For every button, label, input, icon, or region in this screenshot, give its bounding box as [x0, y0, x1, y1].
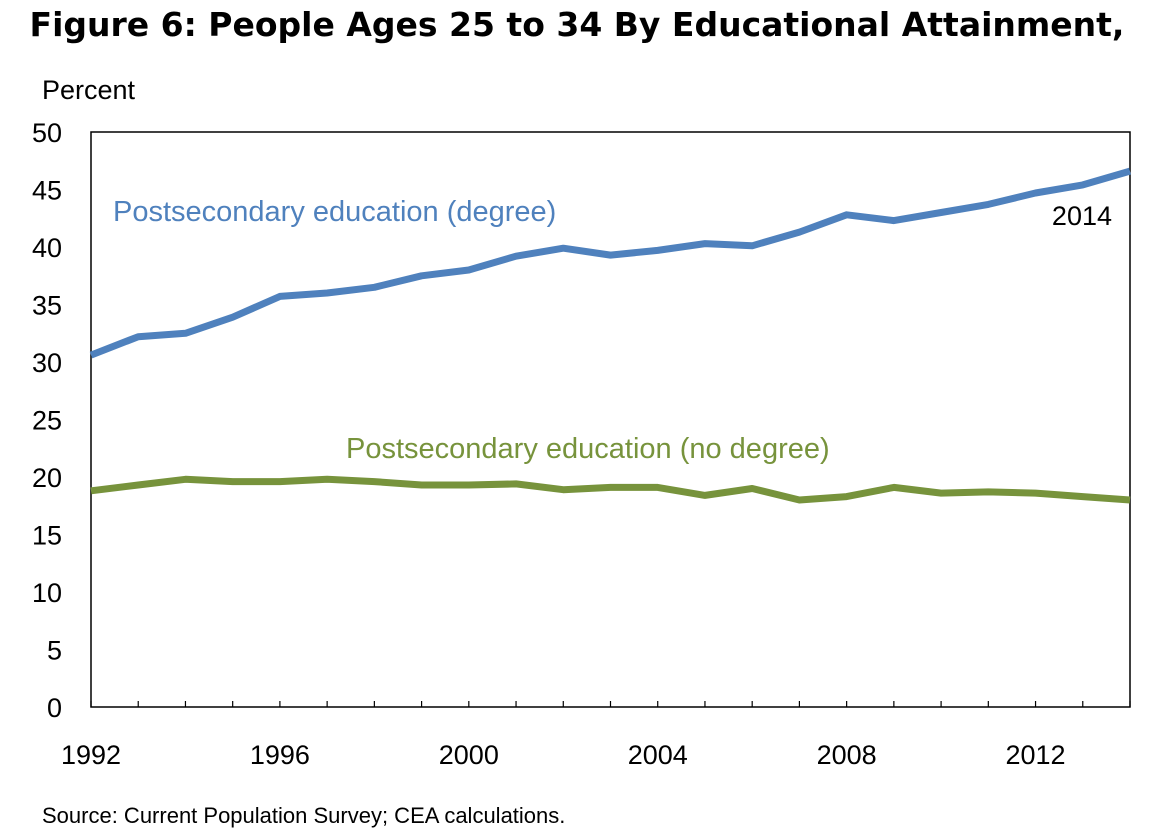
- series-label-no-degree: Postsecondary education (no degree): [346, 433, 830, 465]
- y-axis-unit-label: Percent: [42, 75, 136, 105]
- x-tick-label: 2008: [817, 740, 877, 770]
- series-label-degree: Postsecondary education (degree): [113, 196, 556, 228]
- x-tick-label: 1992: [61, 740, 121, 770]
- y-axis-tick-labels: 0 5 10 15 20 25 30 35 40 45 50: [32, 118, 62, 723]
- y-tick-label: 15: [32, 521, 62, 551]
- y-tick-label: 20: [32, 463, 62, 493]
- series-line-degree: [89, 167, 1131, 359]
- end-year-annotation: 2014: [1052, 201, 1112, 231]
- y-tick-label: 10: [32, 578, 62, 608]
- series-lines: [89, 167, 1131, 504]
- y-tick-label: 25: [32, 406, 62, 436]
- y-tick-label: 5: [47, 636, 62, 666]
- y-tick-label: 30: [32, 348, 62, 378]
- series-line-no-degree: [90, 475, 1131, 504]
- chart-title: Figure 6: People Ages 25 to 34 By Educat…: [29, 5, 1125, 44]
- x-tick-label: 2012: [1006, 740, 1066, 770]
- x-tick-label: 1996: [250, 740, 310, 770]
- y-tick-label: 45: [32, 176, 62, 206]
- x-axis-tick-labels: 1992 1996 2000 2004 2008 2012: [61, 740, 1066, 770]
- y-tick-label: 50: [32, 118, 62, 148]
- x-tick-label: 2004: [628, 740, 688, 770]
- y-tick-label: 40: [32, 233, 62, 263]
- x-tick-label: 2000: [439, 740, 499, 770]
- x-axis-ticks: [90, 701, 1131, 707]
- y-tick-label: 0: [47, 693, 62, 723]
- source-note: Source: Current Population Survey; CEA c…: [42, 803, 566, 828]
- y-tick-label: 35: [32, 291, 62, 321]
